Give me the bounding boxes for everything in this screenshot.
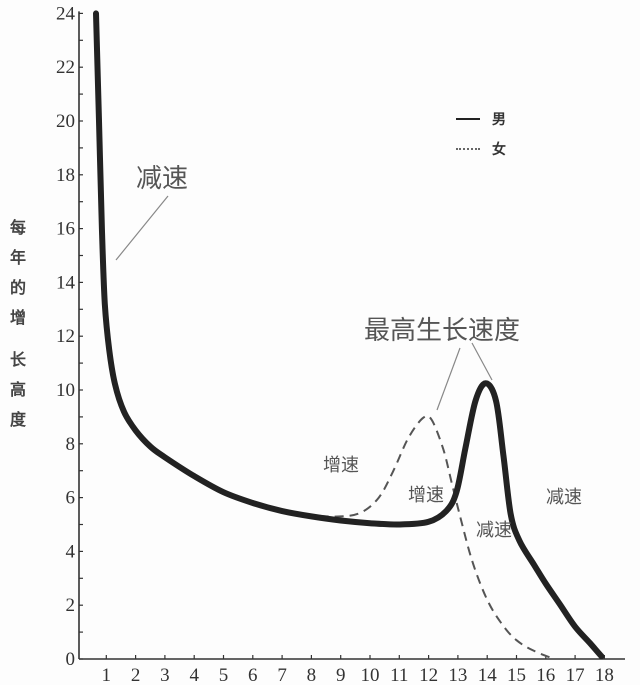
x-tick-label: 16 <box>536 665 555 685</box>
x-tick-label: 10 <box>361 665 380 685</box>
y-axis-label-char: 增 <box>10 308 27 327</box>
pointer-decel-early <box>115 195 169 261</box>
y-tick-label: 12 <box>56 326 75 347</box>
x-axis-ticks: 1 2 3 4 5 6 7 8 9 10 11 12 13 14 15 16 17 18 <box>102 655 614 685</box>
y-tick-label: 0 <box>66 649 76 670</box>
x-tick-label: 12 <box>419 665 438 685</box>
x-tick-label: 9 <box>336 665 346 685</box>
x-tick-label: 8 <box>307 665 317 685</box>
legend: 男 女 <box>456 104 506 164</box>
x-tick-label: 3 <box>160 665 170 685</box>
legend-label-female: 女 <box>492 142 506 158</box>
solid-line-swatch <box>456 118 480 120</box>
x-tick-label: 2 <box>131 665 141 685</box>
y-tick-label: 14 <box>56 272 76 293</box>
y-tick-label: 6 <box>66 488 76 509</box>
y-tick-label: 4 <box>66 541 76 562</box>
x-tick-label: 15 <box>507 665 526 685</box>
y-axis-label-char: 高 <box>10 380 27 399</box>
y-tick-label: 16 <box>56 219 75 240</box>
axes <box>78 11 625 660</box>
y-axis-label-char: 年 <box>10 248 27 267</box>
y-axis-label-char: 的 <box>10 278 27 297</box>
annotation-peak-velocity: 最高生长速度 <box>364 316 521 346</box>
y-tick-label: 20 <box>56 111 75 132</box>
y-axis-label-char: 长 <box>10 350 27 369</box>
x-tick-label: 1 <box>102 665 112 685</box>
x-tick-label: 14 <box>478 665 498 685</box>
dashed-line-swatch <box>456 148 480 150</box>
male-series-line <box>93 10 605 660</box>
x-tick-label: 6 <box>248 665 258 685</box>
y-tick-label: 22 <box>56 57 75 78</box>
y-axis-label-char: 每 <box>10 218 27 237</box>
annotation-accel-male: 增速 <box>408 485 444 506</box>
annotation-accel-female: 增速 <box>323 455 359 476</box>
pointer-peak-female <box>436 347 461 411</box>
y-tick-label: 24 <box>56 3 76 24</box>
x-tick-label: 5 <box>219 665 229 685</box>
x-tick-label: 18 <box>595 665 614 685</box>
annotation-decel-early: 减速 <box>136 164 189 194</box>
pointer-peak-male <box>471 342 493 381</box>
annotation-decel-male: 减速 <box>546 487 582 508</box>
legend-label-male: 男 <box>492 112 506 128</box>
x-tick-label: 7 <box>277 665 287 685</box>
x-tick-label: 11 <box>390 665 408 685</box>
y-tick-label: 10 <box>56 380 75 401</box>
annotation-pointers <box>115 195 493 411</box>
x-tick-label: 13 <box>448 665 467 685</box>
legend-item-male: 男 <box>456 104 506 134</box>
y-tick-label: 8 <box>66 434 76 455</box>
y-axis-label-char: 度 <box>10 410 27 429</box>
x-tick-label: 17 <box>566 665 585 685</box>
legend-item-female: 女 <box>456 134 506 164</box>
y-tick-label: 2 <box>66 595 76 616</box>
annotation-decel-female: 减速 <box>476 520 512 541</box>
y-tick-label: 18 <box>56 165 75 186</box>
x-tick-label: 4 <box>189 665 199 685</box>
